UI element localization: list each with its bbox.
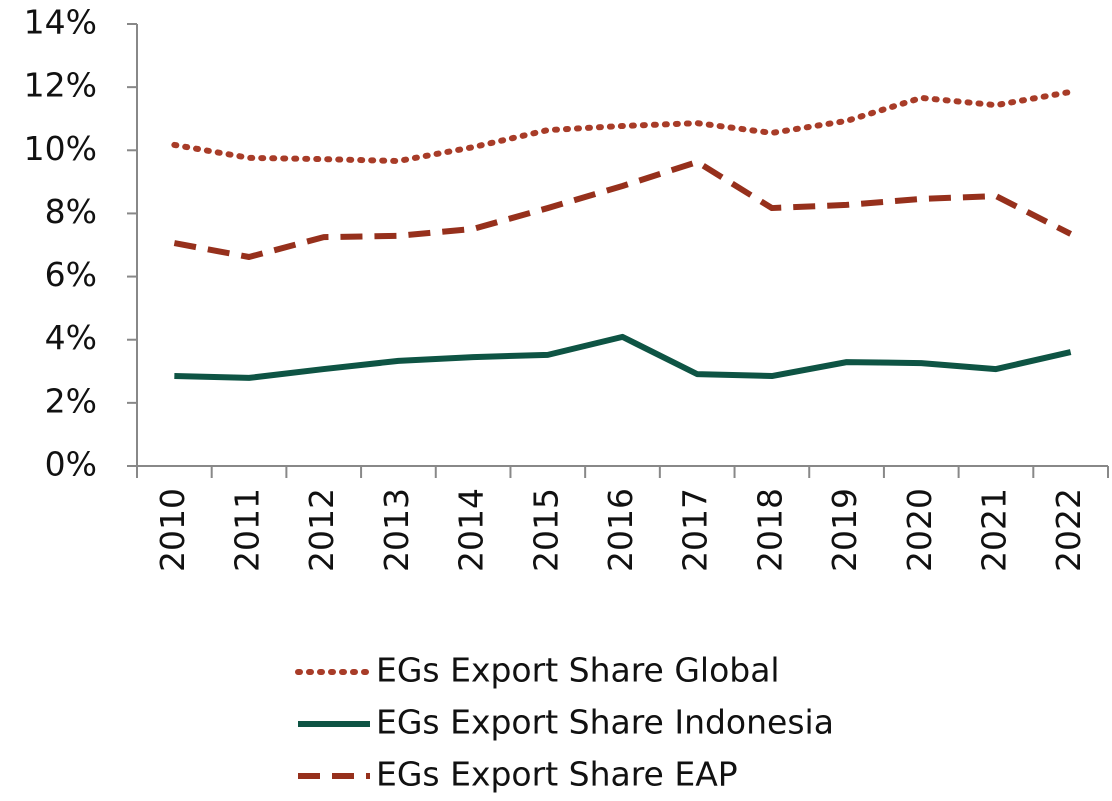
legend-label: EGs Export Share Indonesia	[376, 703, 834, 742]
x-tick-label: 2020	[900, 488, 939, 572]
x-tick-label: 2014	[452, 488, 491, 572]
y-tick-label: 2%	[45, 381, 97, 420]
y-tick-label: 14%	[24, 3, 97, 42]
x-tick-label: 2010	[153, 488, 192, 572]
y-tick-label: 12%	[24, 66, 97, 105]
legend-label: EGs Export Share Global	[376, 651, 780, 690]
legend-label: EGs Export Share EAP	[376, 755, 738, 794]
series-line	[173, 158, 1073, 260]
x-tick-label: 2015	[526, 488, 565, 572]
x-tick-label: 2022	[1049, 488, 1088, 572]
y-tick-label: 6%	[45, 255, 97, 294]
x-tick-label: 2013	[377, 488, 416, 572]
x-tick-label: 2021	[974, 488, 1013, 572]
y-tick-label: 10%	[24, 129, 97, 168]
series-line	[174, 333, 1072, 381]
x-tick-label: 2011	[228, 488, 267, 572]
x-tick-label: 2017	[676, 488, 715, 572]
series-line	[171, 88, 1074, 165]
x-tick-label: 2018	[750, 488, 789, 572]
x-tick-label: 2016	[601, 488, 640, 572]
y-tick-label: 0%	[45, 445, 97, 484]
x-tick-label: 2019	[825, 488, 864, 572]
y-tick-label: 8%	[45, 192, 97, 231]
x-tick-label: 2012	[302, 488, 341, 572]
y-tick-label: 4%	[45, 318, 97, 357]
